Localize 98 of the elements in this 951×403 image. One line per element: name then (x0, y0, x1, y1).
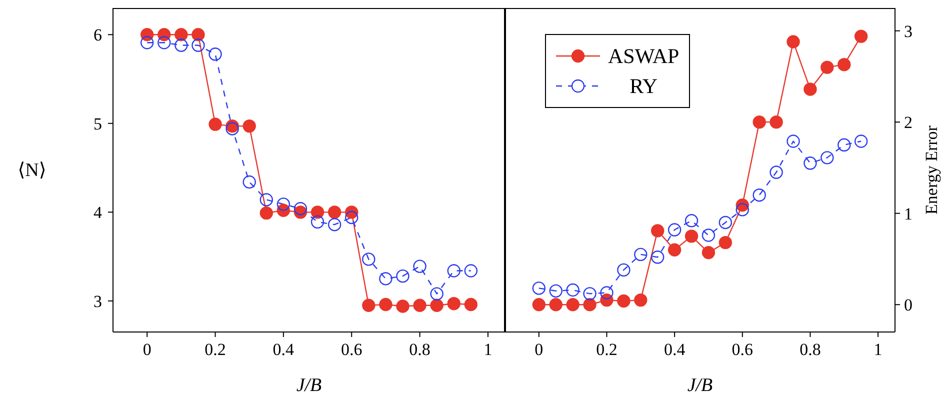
point (447, 296, 460, 310)
x-tick-label: 0.4 (664, 340, 686, 360)
y2-tick-label: 1 (904, 204, 912, 224)
point (566, 298, 580, 312)
y-tick-label: 4 (94, 203, 102, 222)
point (242, 119, 256, 133)
x-tick-label: 1 (484, 340, 492, 360)
point (192, 28, 205, 42)
point (140, 36, 154, 50)
y-tick-label: 3 (94, 292, 102, 311)
point (549, 298, 562, 312)
point (430, 298, 444, 312)
point (718, 216, 732, 230)
point (379, 298, 392, 312)
point (174, 28, 188, 42)
point (276, 198, 290, 211)
point (752, 188, 766, 202)
point (192, 38, 205, 52)
point (820, 60, 834, 74)
x-tick-label: 0.6 (340, 340, 362, 360)
point (617, 294, 630, 308)
point (208, 118, 222, 131)
point (328, 218, 342, 232)
point (413, 260, 426, 273)
point (634, 248, 648, 262)
legend-label: RY (628, 74, 659, 98)
point (260, 193, 273, 206)
point (583, 298, 596, 312)
point (684, 214, 698, 228)
point (770, 115, 783, 129)
point (854, 30, 868, 43)
point (345, 210, 358, 224)
point (430, 287, 444, 300)
point (617, 263, 630, 277)
y-tick-label: 5 (94, 114, 102, 134)
x-tick-label: 1 (874, 340, 882, 360)
point (786, 35, 800, 48)
point (583, 287, 596, 300)
point (174, 38, 188, 52)
y2-tick-label: 0 (904, 296, 912, 315)
point (752, 115, 766, 129)
point (532, 298, 546, 312)
y2-tick-label: 2 (904, 113, 912, 132)
point (684, 230, 698, 243)
y-axis-title: ⟨N⟩ (18, 160, 46, 181)
point (736, 203, 749, 216)
point (838, 138, 851, 152)
point (464, 298, 478, 312)
point (838, 58, 851, 72)
point (310, 206, 324, 219)
point (396, 300, 410, 313)
point (226, 122, 239, 136)
point (310, 215, 324, 229)
point (651, 250, 664, 264)
point (379, 272, 392, 286)
point (362, 298, 376, 312)
x-axis-title: J/B (296, 375, 322, 396)
point (413, 298, 426, 312)
x-tick-label: 0.2 (596, 340, 618, 360)
x-tick-label: 0.8 (409, 340, 430, 360)
x-tick-label: 0.2 (204, 340, 226, 360)
x-tick-label: 0 (534, 340, 544, 360)
point (634, 293, 648, 307)
y-tick-label: 6 (94, 26, 102, 45)
point (362, 252, 376, 266)
point (549, 284, 562, 298)
point (260, 206, 273, 220)
point (718, 236, 732, 250)
point (804, 156, 817, 170)
point (447, 264, 460, 278)
point (566, 283, 580, 297)
point (600, 286, 614, 300)
point (786, 134, 800, 148)
y2-axis-title: Energy Error (922, 125, 941, 214)
point (668, 223, 682, 236)
point (651, 224, 664, 238)
legend-label: ASWAP (608, 44, 680, 68)
point (702, 246, 716, 260)
x-tick-label: 0 (142, 340, 152, 360)
y2-tick-label: 3 (904, 22, 912, 41)
point (396, 269, 410, 283)
point (804, 82, 817, 96)
point (820, 151, 834, 164)
point (532, 282, 546, 295)
x-axis-title: J/B (687, 375, 714, 396)
x-tick-label: 0.4 (272, 340, 295, 360)
point (668, 243, 682, 256)
x-tick-label: 0.6 (732, 340, 754, 360)
point (770, 166, 783, 179)
point (242, 175, 256, 189)
point (854, 134, 868, 148)
point (328, 206, 342, 219)
point (294, 202, 308, 216)
point (464, 264, 478, 278)
point (208, 48, 222, 61)
x-tick-label: 0.8 (800, 340, 821, 360)
point (702, 228, 716, 242)
point (158, 36, 171, 50)
